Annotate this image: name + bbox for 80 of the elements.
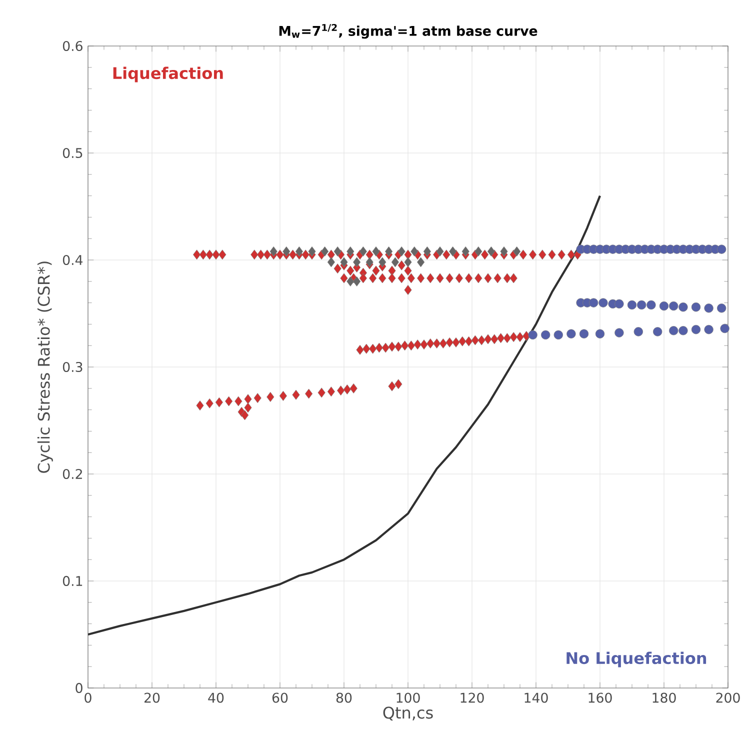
point xyxy=(540,330,550,340)
point xyxy=(704,304,714,313)
point xyxy=(320,246,329,256)
point xyxy=(436,246,444,256)
point xyxy=(704,324,714,334)
y-tick-label: 0.4 xyxy=(62,254,83,266)
line-series xyxy=(88,194,602,636)
point xyxy=(372,246,380,256)
y-axis-title: Cyclic Stress Ratio* (CSR*) xyxy=(37,262,53,473)
x-tick-label: 200 xyxy=(716,692,740,703)
point xyxy=(500,246,508,256)
point xyxy=(327,257,335,268)
point xyxy=(282,246,290,256)
point xyxy=(659,301,669,311)
point xyxy=(352,257,361,268)
point xyxy=(462,246,470,256)
point xyxy=(384,246,393,256)
point xyxy=(528,330,538,340)
point xyxy=(512,246,521,256)
point xyxy=(423,246,431,256)
point xyxy=(378,257,386,268)
point xyxy=(340,257,348,268)
point xyxy=(627,300,637,310)
point xyxy=(595,329,605,338)
y-tick-label: 0.2 xyxy=(62,468,82,480)
point xyxy=(691,302,701,312)
x-tick-label: 140 xyxy=(524,692,548,703)
point xyxy=(566,329,576,338)
point xyxy=(487,246,495,256)
x-tick-label: 40 xyxy=(208,692,224,703)
y-tick-label: 0.3 xyxy=(62,362,82,372)
x-tick-label: 0 xyxy=(84,692,92,703)
point xyxy=(652,327,662,336)
point xyxy=(668,301,678,311)
point xyxy=(346,246,354,256)
point xyxy=(668,326,678,336)
point xyxy=(646,300,656,310)
point xyxy=(295,246,303,256)
x-tick-label: 100 xyxy=(396,692,420,703)
point xyxy=(678,326,688,336)
point xyxy=(614,328,624,338)
x-tick-label: 20 xyxy=(144,692,160,703)
x-tick-label: 160 xyxy=(588,692,612,703)
point xyxy=(448,246,457,256)
point xyxy=(474,246,482,256)
point xyxy=(270,246,278,256)
point xyxy=(554,330,563,340)
point xyxy=(404,257,412,268)
x-tick-label: 80 xyxy=(336,692,352,703)
x-tick-label: 120 xyxy=(460,692,484,703)
point xyxy=(636,300,646,310)
point xyxy=(410,246,418,256)
x-tick-label: 180 xyxy=(652,692,676,703)
point xyxy=(716,244,726,254)
point xyxy=(391,257,399,268)
y-tick-label: 0 xyxy=(76,682,82,694)
point xyxy=(678,302,688,312)
point xyxy=(308,246,316,256)
y-tick-label: 0.1 xyxy=(62,576,82,586)
point xyxy=(720,324,730,334)
point xyxy=(346,276,354,286)
point xyxy=(614,299,624,308)
annotation: Liquefaction xyxy=(113,66,223,82)
x-tick-label: 60 xyxy=(272,692,288,703)
point xyxy=(334,246,342,256)
point xyxy=(588,298,598,308)
annotation: No Liquefaction xyxy=(566,652,706,668)
y-tick-label: 0.6 xyxy=(62,40,82,52)
point xyxy=(579,329,589,338)
y-tick-label: 0.5 xyxy=(62,148,82,158)
point xyxy=(634,327,643,336)
point xyxy=(598,298,608,308)
point xyxy=(352,276,361,286)
point xyxy=(416,257,425,268)
chart-title: M$_{w}$=7$^{1/2}$, sigma'=1 atm base curve xyxy=(279,24,538,39)
x-axis-title: Qtn,cs xyxy=(383,706,433,721)
point xyxy=(359,246,367,256)
point xyxy=(716,304,726,313)
point xyxy=(691,324,701,334)
point xyxy=(398,246,406,256)
